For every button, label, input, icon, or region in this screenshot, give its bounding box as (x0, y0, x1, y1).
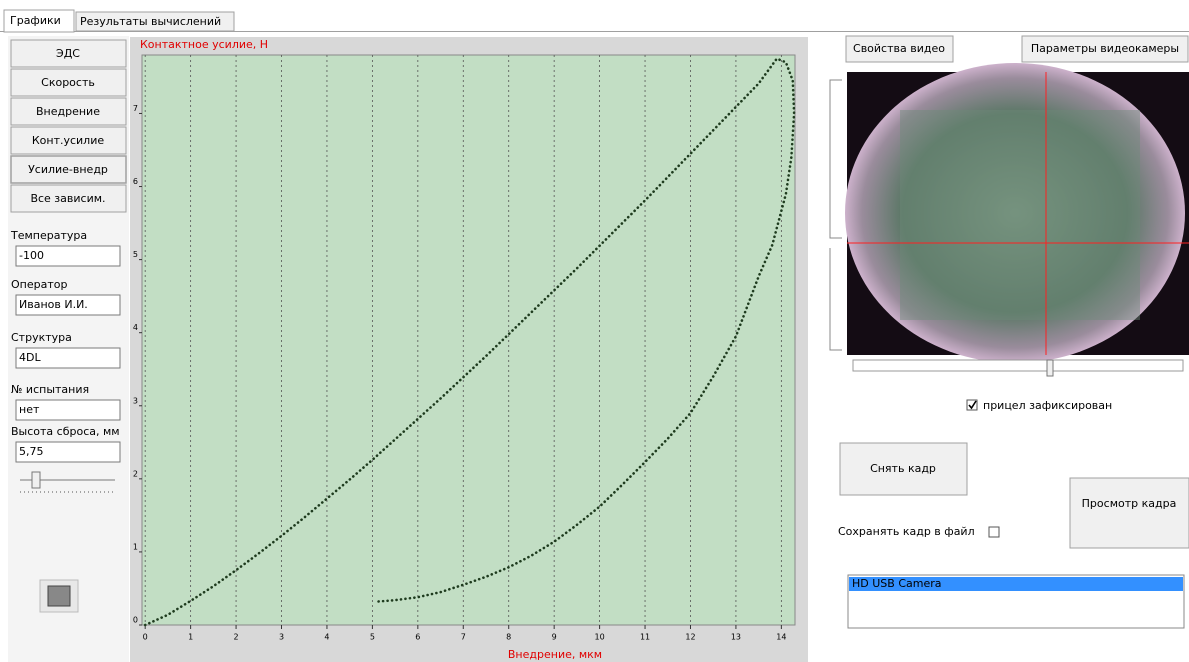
slider-thumb[interactable] (32, 472, 40, 488)
button-label: Просмотр кадра (1082, 497, 1177, 510)
x-tick-label: 2 (234, 633, 239, 642)
field-value: Иванов И.И. (19, 298, 88, 311)
field-label: Структура (11, 331, 72, 344)
field-label: Высота сброса, мм (11, 425, 120, 438)
y-tick-label: 7 (133, 104, 138, 113)
vertical-slider[interactable] (830, 80, 842, 350)
button-label: Свойства видео (853, 42, 945, 55)
x-tick-label: 10 (595, 633, 605, 642)
field-value: 4DL (19, 351, 41, 364)
y-axis-title: Контактное усилие, Н (140, 38, 268, 51)
button-label: Внедрение (36, 105, 100, 118)
field-value: нет (19, 403, 40, 416)
list-item: HD USB Camera (852, 577, 941, 590)
button-label: Снять кадр (870, 462, 936, 475)
x-tick-label: 3 (279, 633, 284, 642)
button-label: Все зависим. (30, 192, 105, 205)
button-label: Усилие-внедр (28, 163, 108, 176)
x-tick-label: 0 (143, 633, 148, 642)
checkbox-label: прицел зафиксирован (983, 399, 1112, 412)
window: Графики Результаты вычислений ЭДС Скорост… (0, 0, 1189, 662)
field-value: -100 (19, 249, 44, 262)
x-tick-label: 14 (776, 633, 786, 642)
plot-area (142, 55, 795, 625)
x-tick-label: 6 (415, 633, 420, 642)
print-icon-body (48, 586, 70, 606)
button-label: Конт.усилие (32, 134, 105, 147)
x-tick-label: 12 (685, 633, 695, 642)
y-tick-label: 4 (133, 323, 138, 332)
y-tick-label: 3 (133, 396, 138, 405)
x-tick-label: 4 (324, 633, 329, 642)
field-label: Оператор (11, 278, 67, 291)
video-sample (900, 110, 1140, 320)
tab-label: Графики (10, 14, 61, 27)
button[interactable] (1070, 478, 1189, 548)
horizontal-slider[interactable] (853, 360, 1183, 371)
field-value: 5,75 (19, 445, 44, 458)
y-tick-label: 0 (133, 616, 138, 625)
y-tick-label: 6 (133, 177, 138, 186)
field-label: Температура (10, 229, 87, 242)
field-label: № испытания (11, 383, 89, 396)
checkbox-label: Сохранять кадр в файл (838, 525, 975, 538)
button-label: Параметры видеокамеры (1031, 42, 1179, 55)
x-tick-label: 13 (731, 633, 741, 642)
y-tick-label: 1 (133, 542, 138, 551)
button-label: ЭДС (56, 47, 80, 60)
x-tick-label: 11 (640, 633, 650, 642)
y-tick-label: 2 (133, 469, 138, 478)
slider-thumb[interactable] (1047, 360, 1053, 376)
y-tick-label: 5 (133, 250, 138, 259)
x-tick-label: 8 (506, 633, 511, 642)
x-axis-title: Внедрение, мкм (508, 648, 602, 661)
tab-label: Результаты вычислений (80, 15, 221, 28)
x-tick-label: 7 (461, 633, 466, 642)
x-tick-label: 9 (552, 633, 557, 642)
checkbox[interactable] (989, 527, 999, 537)
button-label: Скорость (41, 76, 95, 89)
x-tick-label: 5 (370, 633, 375, 642)
x-tick-label: 1 (188, 633, 193, 642)
